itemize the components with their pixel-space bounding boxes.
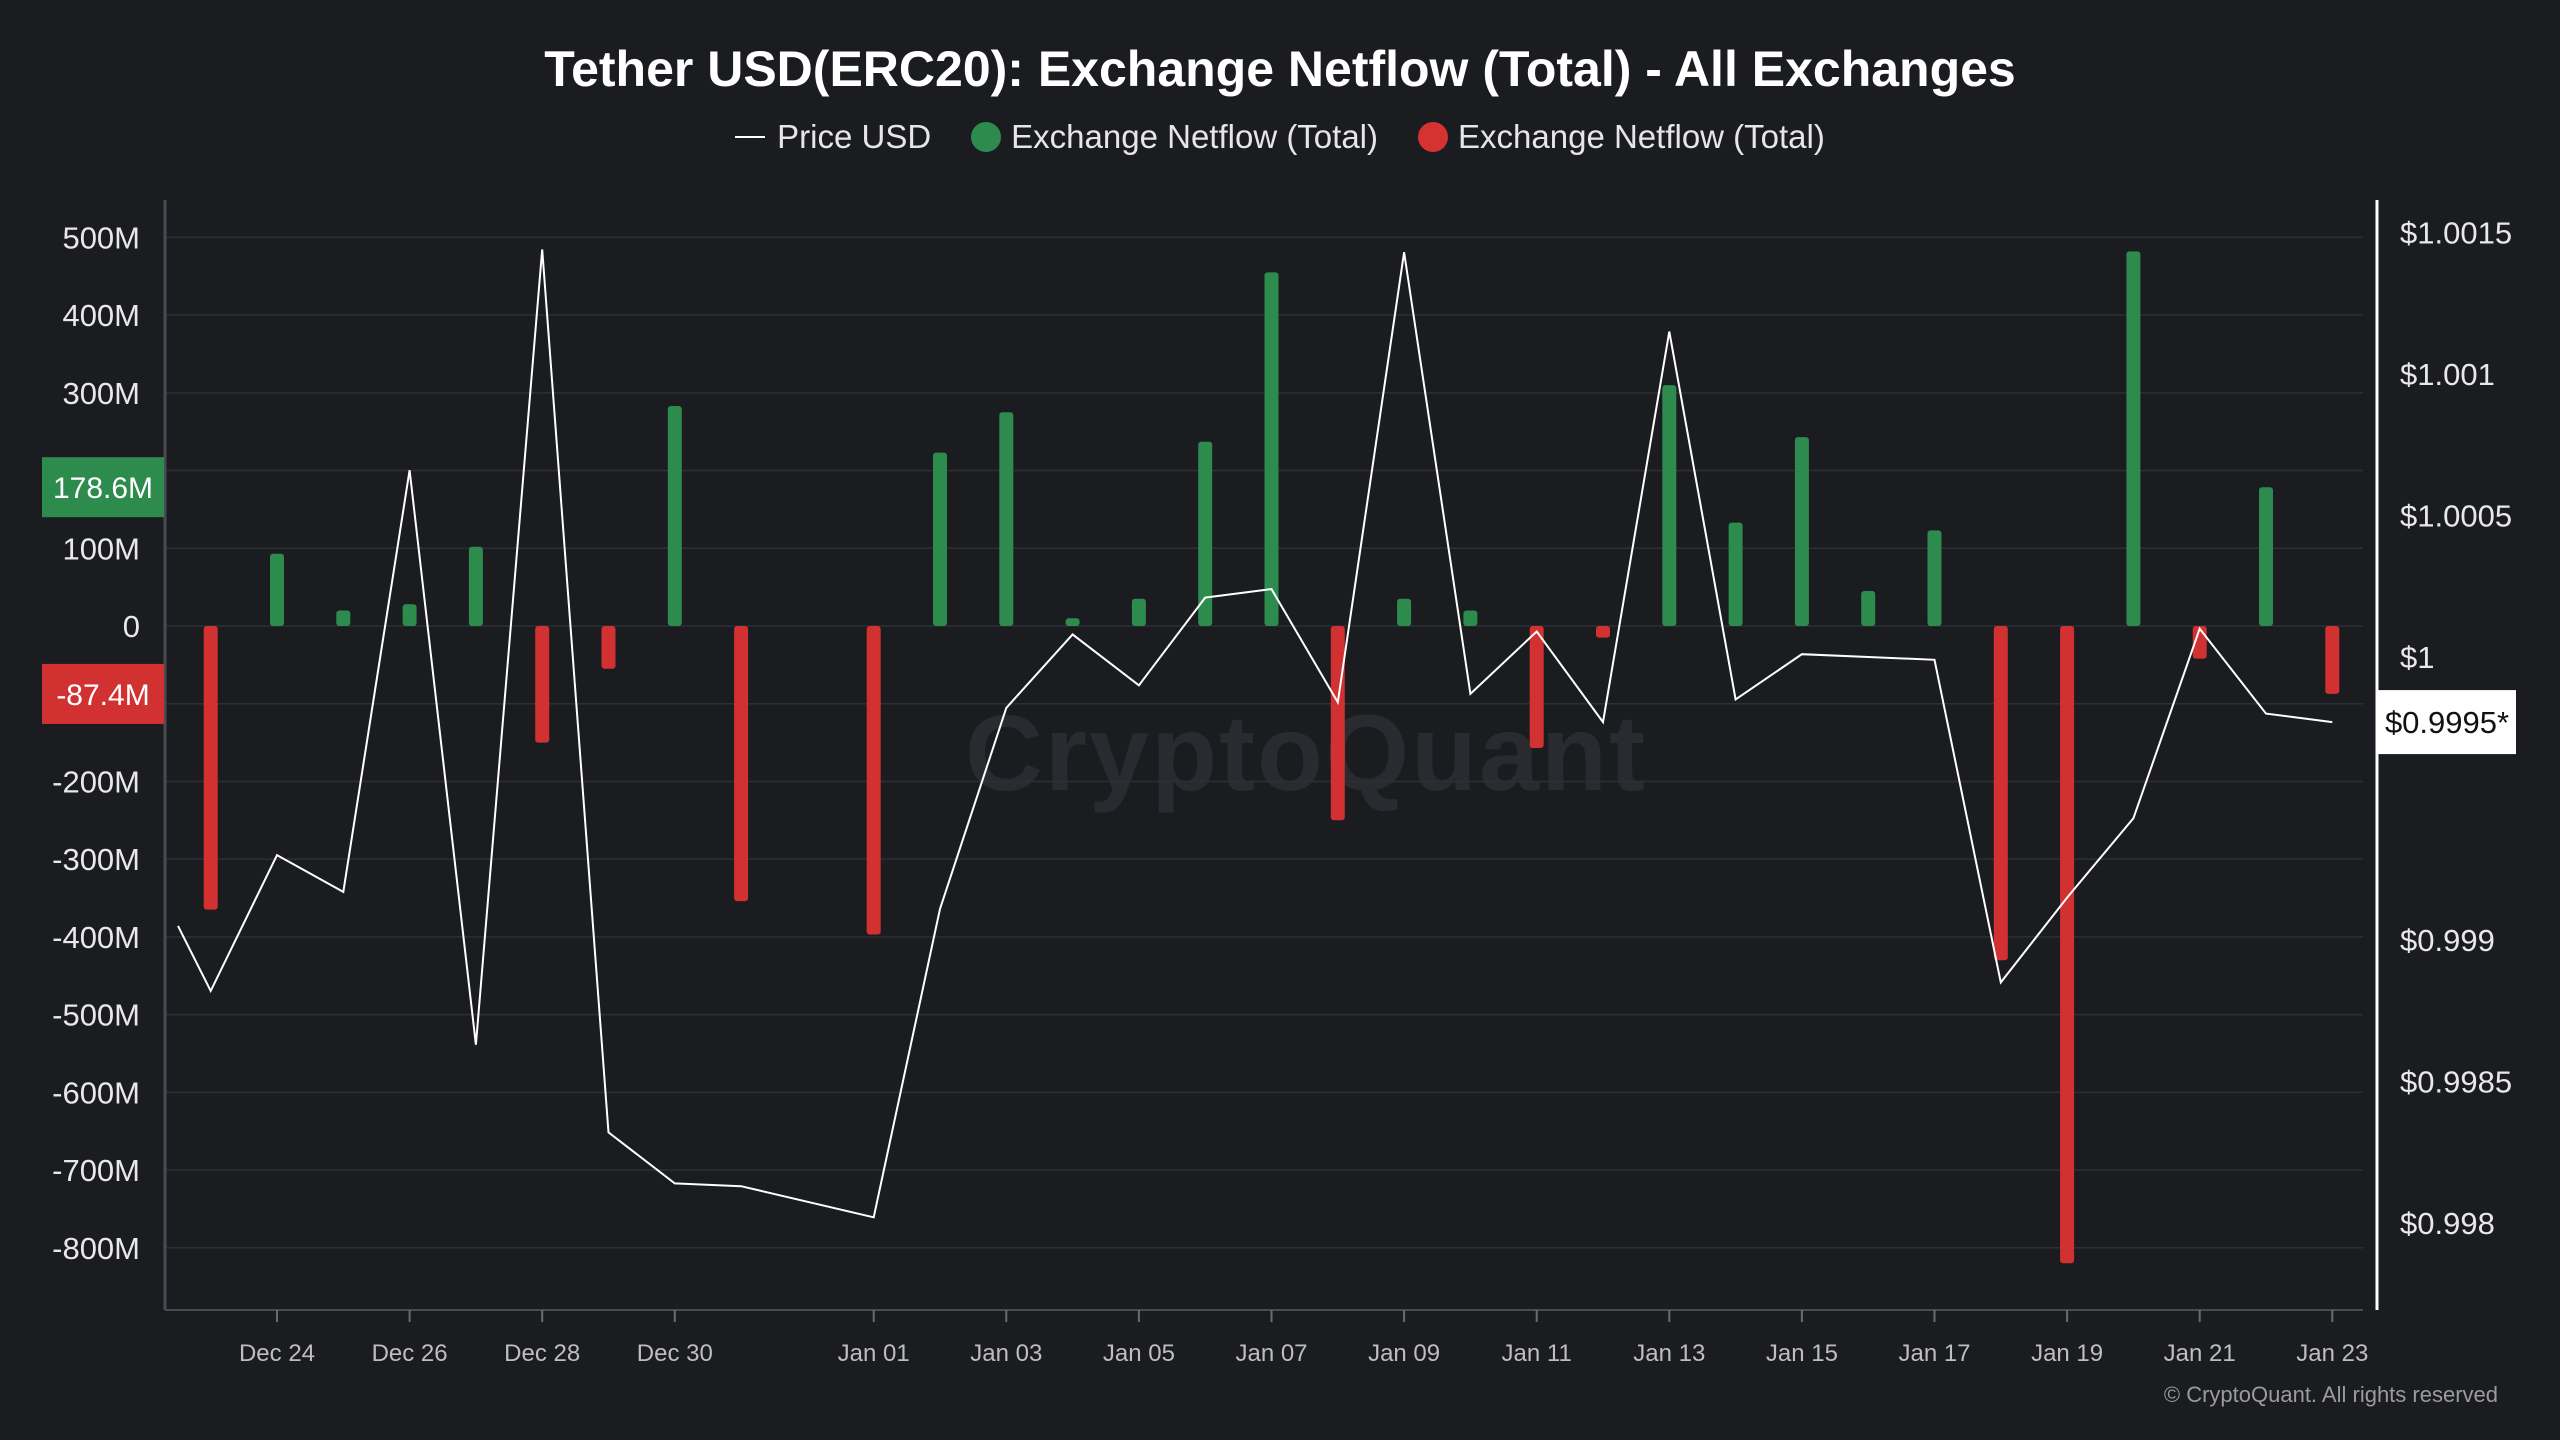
- y-left-tick-label: -600M: [52, 1075, 140, 1110]
- y-right-tick-label: $1.0005: [2400, 499, 2512, 534]
- y-left-tick-label: -200M: [52, 764, 140, 799]
- y-right-tick-label: $1.001: [2400, 357, 2495, 392]
- y-left-tick-label: 100M: [62, 531, 140, 566]
- y-left-tick-label: -800M: [52, 1231, 140, 1266]
- netflow-bar-negative: [1330, 626, 1345, 821]
- y-right-tick-label: $1: [2400, 640, 2434, 675]
- netflow-bar-negative: [2060, 626, 2075, 1264]
- left-value-marker-label: -87.4M: [56, 679, 149, 712]
- legend-item-price[interactable]: Price USD: [735, 118, 931, 156]
- x-tick-label: Jan 05: [1103, 1340, 1175, 1367]
- line-swatch-icon: [735, 136, 766, 138]
- netflow-bar-positive: [336, 610, 351, 626]
- y-right-tick-label: $0.999: [2400, 923, 2495, 958]
- left-value-marker: [42, 457, 164, 518]
- price-line: [177, 249, 2333, 1219]
- netflow-bar-positive: [402, 604, 417, 626]
- x-tick-label: Dec 24: [239, 1340, 315, 1367]
- netflow-bar-positive: [1065, 618, 1080, 626]
- y-left-tick-label: -400M: [52, 920, 140, 955]
- x-tick-label: Jan 09: [1368, 1340, 1440, 1367]
- netflow-bar-negative: [734, 626, 749, 902]
- x-tick-label: Jan 15: [1766, 1340, 1838, 1367]
- netflow-bar-negative: [203, 626, 218, 910]
- copyright-text: © CryptoQuant. All rights reserved: [2163, 1382, 2498, 1407]
- netflow-bar-positive: [270, 553, 284, 626]
- legend-item-netflow-positive[interactable]: Exchange Netflow (Total): [971, 118, 1378, 156]
- netflow-bar-positive: [1927, 530, 1942, 626]
- netflow-bar-positive: [1463, 610, 1478, 626]
- netflow-bar-negative: [1529, 626, 1544, 749]
- legend-label: Exchange Netflow (Total): [1011, 118, 1379, 155]
- y-left-tick-label: -700M: [52, 1153, 140, 1188]
- y-right-tick-label: $1.0015: [2400, 216, 2512, 251]
- netflow-bar-positive: [1662, 385, 1677, 626]
- netflow-bar-negative: [1596, 626, 1610, 638]
- netflow-bar-positive: [667, 406, 682, 626]
- x-tick-label: Jan 07: [1235, 1340, 1307, 1367]
- netflow-bar-positive: [933, 452, 947, 626]
- legend: Price USD Exchange Netflow (Total) Excha…: [0, 118, 2560, 156]
- netflow-bar-positive: [1131, 598, 1146, 626]
- red-dot-icon: [1418, 122, 1449, 152]
- netflow-bar-negative: [601, 626, 616, 669]
- netflow-bar-positive: [1397, 598, 1412, 626]
- chart-title: Tether USD(ERC20): Exchange Netflow (Tot…: [544, 41, 2016, 97]
- y-right-tick-label: $0.9985: [2400, 1065, 2512, 1100]
- x-tick-label: Dec 30: [637, 1340, 713, 1367]
- y-left-tick-label: 400M: [62, 298, 140, 333]
- x-tick-label: Jan 13: [1633, 1340, 1705, 1367]
- y-left-tick-label: 500M: [62, 220, 140, 255]
- x-tick-label: Jan 23: [2296, 1340, 2368, 1367]
- x-tick-label: Jan 03: [970, 1340, 1042, 1367]
- x-tick-label: Jan 17: [1898, 1340, 1970, 1367]
- x-tick-label: Dec 26: [372, 1340, 448, 1367]
- left-value-marker-label: 178.6M: [53, 472, 153, 505]
- legend-item-netflow-negative[interactable]: Exchange Netflow (Total): [1418, 118, 1825, 156]
- x-tick-label: Jan 11: [1502, 1340, 1572, 1367]
- y-left-tick-label: -300M: [52, 842, 140, 877]
- x-tick-label: Jan 01: [838, 1340, 910, 1367]
- legend-label: Price USD: [777, 118, 932, 155]
- right-price-marker-label: $0.9995*: [2385, 705, 2509, 740]
- netflow-bar-negative: [866, 626, 881, 935]
- y-left-tick-label: 0: [123, 609, 140, 644]
- netflow-bar-positive: [2126, 251, 2141, 627]
- x-tick-label: Dec 28: [504, 1340, 580, 1367]
- green-dot-icon: [971, 122, 1002, 152]
- netflow-bar-positive: [1728, 522, 1743, 626]
- y-left-tick-label: 300M: [62, 376, 140, 411]
- legend-label: Exchange Netflow (Total): [1458, 118, 1825, 155]
- netflow-bar-positive: [999, 412, 1014, 626]
- netflow-bar-positive: [2259, 487, 2273, 626]
- netflow-bar-positive: [1198, 441, 1213, 626]
- netflow-bar-positive: [1264, 272, 1279, 626]
- netflow-bar-positive: [468, 546, 483, 626]
- y-left-tick-label: -500M: [52, 998, 140, 1033]
- y-right-tick-label: $0.998: [2400, 1206, 2495, 1241]
- netflow-bar-negative: [535, 626, 550, 743]
- netflow-bar-positive: [1794, 437, 1809, 626]
- netflow-bar-negative: [2325, 626, 2340, 694]
- left-value-marker: [42, 663, 164, 724]
- x-tick-label: Jan 19: [2031, 1340, 2103, 1367]
- netflow-bar-negative: [1993, 626, 2008, 961]
- right-price-marker: [2378, 690, 2516, 755]
- netflow-bar-positive: [1861, 591, 1876, 626]
- x-tick-label: Jan 21: [2164, 1340, 2236, 1367]
